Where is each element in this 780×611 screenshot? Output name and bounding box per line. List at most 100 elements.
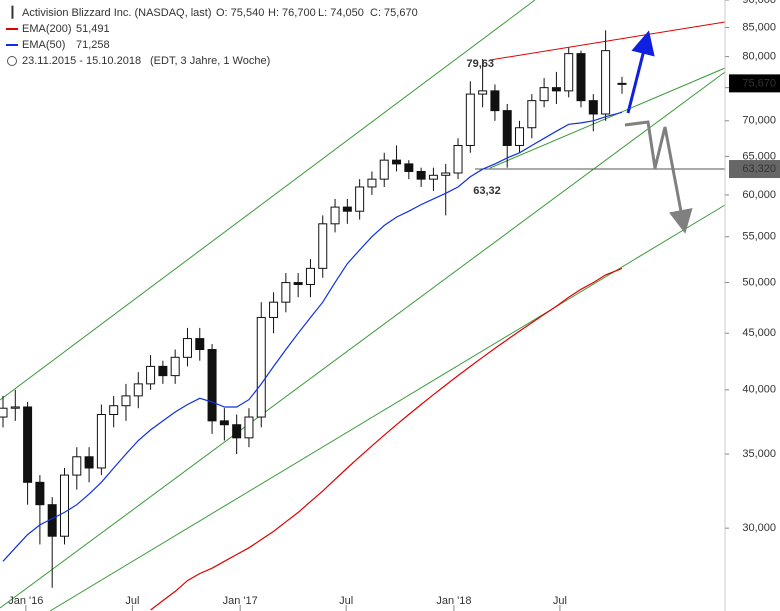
candle-body bbox=[182, 338, 192, 358]
candle-body bbox=[281, 282, 291, 303]
candle-body bbox=[318, 223, 328, 269]
candle-body bbox=[121, 395, 131, 407]
candle-body bbox=[342, 206, 352, 212]
y-tick-label: 50,000 bbox=[742, 276, 776, 288]
x-tick-label: Jan '18 bbox=[436, 595, 471, 607]
candle-body bbox=[392, 159, 402, 165]
channel-line bbox=[0, 71, 726, 609]
candle-body bbox=[96, 413, 106, 469]
legend-label: EMA(50) bbox=[22, 39, 65, 51]
ema-line bbox=[2, 111, 623, 562]
legend-value: 51,491 bbox=[76, 23, 110, 35]
candle-body bbox=[35, 481, 45, 506]
candle-body bbox=[576, 53, 586, 102]
candle-body bbox=[146, 365, 156, 385]
x-tick-label: Jul bbox=[125, 595, 139, 607]
drawings bbox=[0, 0, 726, 611]
header: ▕▏ Activision Blizzard Inc. (NASDAQ, las… bbox=[4, 5, 418, 67]
quote: C: 75,670 bbox=[370, 7, 418, 19]
annotation: 79,63 bbox=[466, 58, 494, 70]
candle-body bbox=[441, 172, 451, 176]
y-tick-label: 60,000 bbox=[742, 189, 776, 201]
y-tick-label: 30,000 bbox=[742, 522, 776, 534]
price-marker-label: 63,320 bbox=[742, 163, 776, 175]
candle-body bbox=[109, 405, 119, 415]
candle-body bbox=[232, 424, 242, 439]
candle-body bbox=[207, 349, 217, 422]
y-tick-label: 40,000 bbox=[742, 384, 776, 396]
quote: L: 74,050 bbox=[318, 7, 364, 19]
candle-body bbox=[428, 174, 438, 180]
y-tick-label: 35,000 bbox=[742, 448, 776, 460]
resistance-line bbox=[489, 21, 726, 61]
candle-body bbox=[330, 206, 340, 225]
candle-body bbox=[10, 406, 20, 409]
channel-line bbox=[0, 0, 536, 401]
candle-body bbox=[195, 338, 205, 351]
candle-body bbox=[453, 144, 463, 174]
x-tick-label: Jan '17 bbox=[223, 595, 258, 607]
y-tick-label: 90,000 bbox=[742, 0, 776, 6]
candle-body bbox=[23, 406, 33, 483]
quote: O: 75,540 bbox=[216, 7, 264, 19]
y-tick-label: 65,000 bbox=[742, 150, 776, 162]
plot: 79,63 63,32 bbox=[0, 30, 725, 611]
candle-body bbox=[404, 163, 414, 172]
period: 23.11.2015 - 15.10.2018 bbox=[22, 55, 141, 67]
candle-body bbox=[490, 90, 500, 112]
candle-body bbox=[478, 90, 488, 95]
chart-icon: ▕▏ bbox=[4, 5, 21, 19]
price-marker bbox=[729, 160, 780, 179]
clock-icon bbox=[7, 56, 17, 66]
candle-body bbox=[244, 416, 254, 439]
candle-body bbox=[133, 383, 143, 397]
candle-body bbox=[551, 87, 561, 92]
x-tick-label: Jul bbox=[339, 595, 353, 607]
candle-body bbox=[367, 178, 377, 188]
y-tick-label: 70,000 bbox=[742, 115, 776, 127]
annotation: 63,32 bbox=[473, 185, 501, 197]
candle-body bbox=[0, 407, 8, 418]
y-tick-label: 80,000 bbox=[742, 51, 776, 63]
candle-body bbox=[564, 53, 574, 92]
period-note: (EDT, 3 Jahre, 1 Woche) bbox=[150, 55, 270, 67]
y-tick-label: 45,000 bbox=[742, 327, 776, 339]
legend-value: 71,258 bbox=[76, 39, 110, 51]
x-tick-label: Jan '16 bbox=[8, 595, 43, 607]
y-tick-label: 85,000 bbox=[742, 21, 776, 33]
up-arrow bbox=[626, 30, 655, 114]
candle-body bbox=[617, 82, 627, 85]
candle-body bbox=[515, 127, 525, 146]
price-marker-label: 75,670 bbox=[742, 77, 776, 89]
candle-body bbox=[416, 170, 426, 180]
legend-label: EMA(200) bbox=[22, 23, 72, 35]
down-arrow bbox=[624, 120, 693, 234]
candle-body bbox=[355, 186, 365, 212]
candle-body bbox=[219, 420, 229, 426]
chart-title: Activision Blizzard Inc. (NASDAQ, last) bbox=[22, 7, 212, 19]
candle-body bbox=[539, 87, 549, 102]
quote: H: 76,700 bbox=[268, 7, 316, 19]
arrows bbox=[624, 30, 693, 234]
candle-body bbox=[588, 100, 598, 115]
trend-line bbox=[489, 67, 726, 169]
x-tick-label: Jul bbox=[553, 595, 567, 607]
candle-body bbox=[305, 267, 315, 285]
candle-body bbox=[601, 50, 611, 115]
candle-body bbox=[502, 110, 512, 146]
ema-line bbox=[150, 267, 623, 611]
candle-body bbox=[465, 93, 475, 146]
candle-body bbox=[84, 456, 94, 469]
channel-line bbox=[49, 204, 726, 611]
candle-body bbox=[72, 456, 82, 476]
candle-body bbox=[170, 356, 180, 377]
candle-body bbox=[379, 159, 389, 180]
price-marker bbox=[729, 74, 780, 93]
candle-body bbox=[158, 365, 168, 377]
candle-body bbox=[59, 474, 69, 537]
candle-body bbox=[269, 301, 279, 318]
candle-body bbox=[527, 100, 537, 129]
candle-body bbox=[293, 282, 303, 285]
y-tick-label: 55,000 bbox=[742, 231, 776, 243]
